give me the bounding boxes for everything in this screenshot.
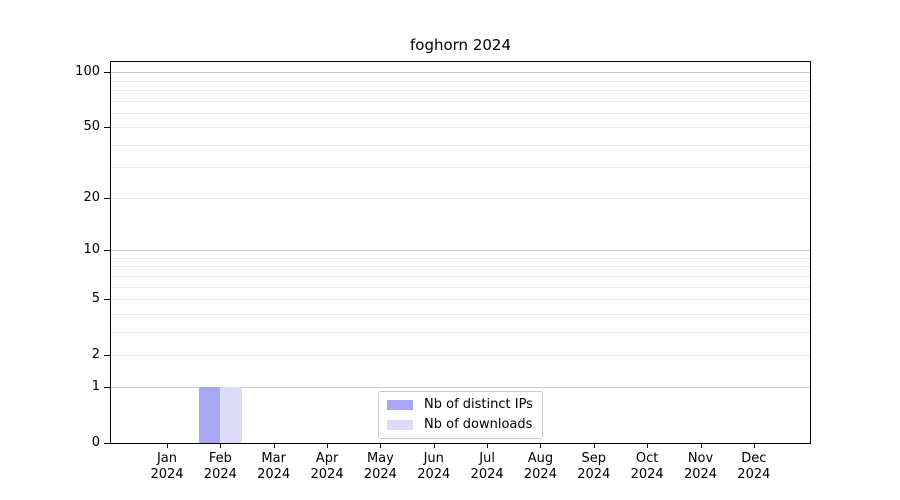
- x-tick-mark: [380, 444, 382, 448]
- x-tick-month: Jan: [156, 451, 178, 466]
- x-tick-label: Aug 2024: [508, 451, 572, 483]
- x-tick-mark: [433, 444, 435, 448]
- legend-item: Nb of distinct IPs: [387, 397, 533, 413]
- y-tick-label: 5: [91, 291, 100, 307]
- x-tick-month: Dec: [741, 451, 767, 466]
- x-tick-label: Jun 2024: [402, 451, 466, 483]
- x-tick-year: 2024: [363, 467, 397, 482]
- x-tick-year: 2024: [630, 467, 664, 482]
- legend-swatch: [387, 420, 413, 430]
- chart-title: foghorn 2024: [409, 36, 511, 54]
- minor-gridline: [111, 80, 810, 82]
- y-tick-mark: [104, 72, 110, 73]
- x-tick-mark: [753, 444, 755, 448]
- x-tick-year: 2024: [257, 467, 291, 482]
- legend-label: Nb of distinct IPs: [424, 397, 533, 412]
- x-tick-year: 2024: [683, 467, 718, 482]
- y-tick-label: 20: [83, 190, 100, 206]
- x-tick-month: Jul: [479, 451, 495, 466]
- minor-gridline: [111, 299, 810, 301]
- x-tick-mark: [220, 444, 222, 448]
- minor-gridline: [111, 127, 810, 129]
- x-tick-mark: [487, 444, 489, 448]
- x-tick-label: Dec 2024: [722, 451, 786, 483]
- y-tick-label: 10: [83, 242, 100, 258]
- x-tick-mark: [700, 444, 702, 448]
- x-tick-label: Nov 2024: [669, 451, 733, 483]
- major-gridline: [111, 250, 810, 252]
- x-tick-month: Jun: [423, 451, 444, 466]
- legend-swatch: [387, 400, 413, 410]
- minor-gridline: [111, 258, 810, 259]
- y-tick-mark: [104, 127, 110, 128]
- minor-gridline: [111, 112, 810, 114]
- x-tick-month: Apr: [315, 451, 339, 466]
- x-tick-label: Jan 2024: [135, 451, 199, 483]
- legend-label: Nb of downloads: [424, 417, 533, 432]
- x-tick-label: Feb 2024: [188, 451, 252, 483]
- x-tick-year: 2024: [310, 467, 344, 482]
- y-tick-mark: [104, 443, 110, 444]
- x-tick-mark: [593, 444, 595, 448]
- x-tick-year: 2024: [150, 467, 184, 482]
- minor-gridline: [111, 89, 810, 91]
- x-tick-year: 2024: [737, 467, 771, 482]
- x-tick-label: Apr 2024: [295, 451, 359, 483]
- y-tick-label: 0: [91, 435, 100, 450]
- minor-gridline: [111, 331, 810, 333]
- y-tick-mark: [104, 250, 110, 251]
- x-tick-month: Aug: [527, 451, 554, 466]
- x-tick-label: Mar 2024: [242, 451, 306, 483]
- x-tick-mark: [327, 444, 329, 448]
- y-tick-label: 50: [83, 119, 100, 135]
- x-tick-year: 2024: [523, 467, 557, 482]
- x-tick-month: Nov: [687, 451, 714, 466]
- y-tick-mark: [104, 198, 110, 199]
- plot-area: [110, 61, 811, 444]
- y-tick-mark: [104, 299, 110, 300]
- legend-item: Nb of downloads: [387, 417, 533, 433]
- y-tick-mark: [104, 387, 110, 388]
- minor-gridline: [111, 167, 810, 169]
- x-tick-label: Jul 2024: [455, 451, 519, 483]
- x-tick-mark: [647, 444, 649, 448]
- x-tick-month: Oct: [635, 451, 659, 466]
- bar-nb-of-downloads: [220, 387, 242, 443]
- minor-gridline: [111, 266, 810, 268]
- major-gridline: [111, 387, 810, 389]
- x-tick-year: 2024: [417, 467, 451, 482]
- x-tick-month: Sep: [581, 451, 607, 466]
- x-tick-mark: [540, 444, 542, 448]
- x-tick-mark: [273, 444, 275, 448]
- minor-gridline: [111, 144, 810, 146]
- y-tick-mark: [104, 355, 110, 356]
- legend: Nb of distinct IPs Nb of downloads: [378, 391, 543, 439]
- x-tick-year: 2024: [470, 467, 504, 482]
- minor-gridline: [111, 286, 810, 288]
- minor-gridline: [111, 100, 810, 102]
- y-tick-label: 100: [75, 64, 100, 80]
- x-tick-label: Sep 2024: [562, 451, 626, 483]
- minor-gridline: [111, 354, 810, 356]
- major-gridline: [111, 72, 810, 74]
- x-tick-year: 2024: [577, 467, 611, 482]
- bar-nb-of-distinct-ips: [198, 387, 221, 443]
- minor-gridline: [111, 313, 810, 315]
- x-tick-mark: [167, 444, 168, 448]
- x-tick-month: Mar: [261, 451, 286, 466]
- x-tick-label: May 2024: [348, 451, 412, 483]
- x-tick-month: Feb: [208, 451, 232, 466]
- y-tick-label: 1: [91, 379, 100, 395]
- x-tick-label: Oct 2024: [615, 451, 679, 483]
- x-tick-month: May: [366, 451, 394, 466]
- minor-gridline: [111, 198, 810, 200]
- y-tick-label: 2: [91, 346, 100, 362]
- x-tick-year: 2024: [203, 467, 237, 482]
- minor-gridline: [111, 275, 810, 277]
